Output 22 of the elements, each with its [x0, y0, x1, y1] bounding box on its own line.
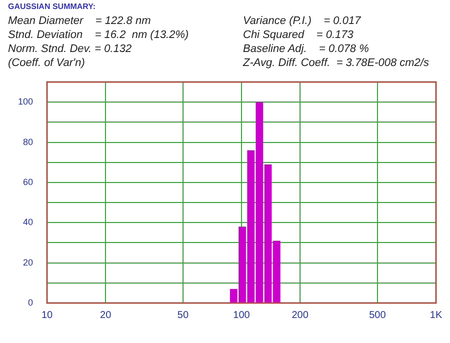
text: Chi Squared = 0.173	[243, 28, 354, 42]
text: Variance (P.I.) = 0.017	[243, 14, 362, 28]
text: Norm. Stnd. Dev. = 0.132	[8, 42, 133, 56]
y-tick-label: 100	[18, 96, 34, 107]
y-tick-label: 20	[23, 257, 34, 268]
text: Baseline Adj. = 0.078 %	[243, 42, 370, 56]
x-tick-label: 20	[100, 310, 112, 321]
text: Mean Diameter = 122.8 nm	[8, 14, 152, 28]
text: Stnd. Deviation = 16.2 nm (13.2%)	[8, 28, 190, 42]
x-tick-label: 500	[369, 310, 386, 321]
text: Z-Avg. Diff. Coeff. = 3.78E-008 cm2/s	[243, 56, 430, 70]
x-tick-label: 200	[292, 310, 309, 321]
y-tick-label: 0	[28, 297, 34, 308]
y-tick-label: 80	[23, 136, 34, 147]
y-tick-label: 40	[23, 217, 34, 228]
text: (Coeff. of Var'n)	[8, 56, 86, 70]
y-tick-label: 60	[23, 176, 34, 187]
x-tick-label: 10	[41, 310, 54, 321]
x-tick-label: 1K	[430, 310, 442, 321]
chart-title: GAUSSIAN SUMMARY:	[8, 2, 97, 11]
x-tick-label: 50	[177, 310, 189, 321]
x-tick-label: 100	[233, 310, 250, 321]
